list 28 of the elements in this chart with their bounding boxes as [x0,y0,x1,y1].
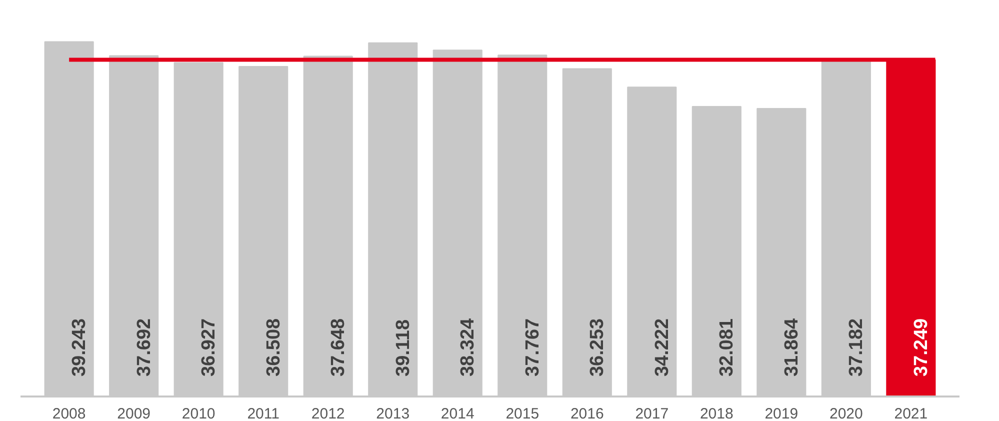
x-tick-label: 2011 [247,406,280,421]
data-label: 37.648 [328,318,350,376]
data-label: 36.508 [263,318,284,376]
x-tick-label: 2010 [182,406,216,421]
data-label: 32.081 [716,318,738,376]
data-label: 37.767 [522,318,544,376]
data-label: 37.249 [910,318,932,376]
x-tick-label: 2017 [635,406,669,421]
x-tick-label: 2021 [894,406,928,421]
x-tick-label: 2020 [829,406,863,421]
x-tick-label: 2013 [376,406,410,421]
data-label: 38.324 [458,318,479,376]
x-tick-label: 2018 [700,406,734,421]
data-label: 37.182 [846,318,868,376]
data-label: 39.118 [392,319,414,376]
x-tick-label: 2019 [764,406,798,421]
data-label: 34.222 [652,318,673,376]
x-tick-label: 2016 [570,406,604,421]
data-label: 36.253 [587,318,608,376]
x-tick-label: 2009 [117,406,151,421]
x-tick-label: 2015 [506,406,540,421]
data-label: 31.864 [781,318,802,376]
data-label: 39.243 [69,318,90,376]
data-label: 37.692 [134,318,155,376]
data-label: 36.927 [198,318,220,376]
x-tick-label: 2014 [440,406,474,421]
x-tick-label: 2008 [52,406,86,421]
x-tick-label: 2012 [311,406,345,421]
